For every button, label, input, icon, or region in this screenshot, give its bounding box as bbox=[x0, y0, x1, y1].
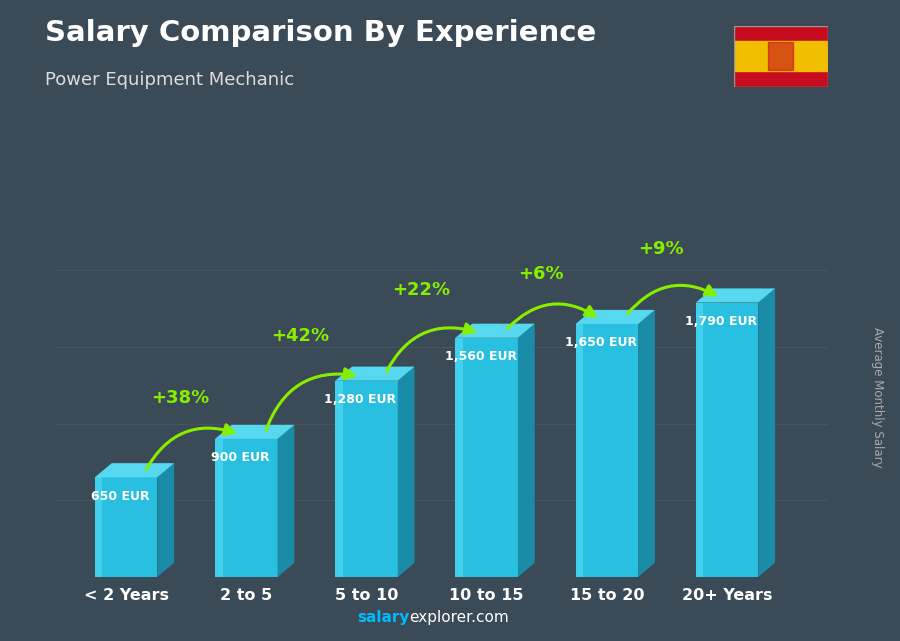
Polygon shape bbox=[277, 425, 294, 577]
Text: 650 EUR: 650 EUR bbox=[91, 490, 149, 503]
Text: +9%: +9% bbox=[638, 240, 684, 258]
Polygon shape bbox=[94, 478, 103, 577]
Polygon shape bbox=[576, 310, 655, 324]
Bar bbox=[734, 26, 828, 41]
Polygon shape bbox=[215, 439, 277, 577]
Text: Salary Comparison By Experience: Salary Comparison By Experience bbox=[45, 19, 596, 47]
Text: 1,790 EUR: 1,790 EUR bbox=[685, 315, 757, 328]
Text: explorer.com: explorer.com bbox=[410, 610, 509, 625]
Polygon shape bbox=[215, 439, 222, 577]
Text: +22%: +22% bbox=[392, 281, 450, 299]
Bar bbox=[734, 71, 828, 87]
Polygon shape bbox=[335, 367, 415, 381]
Polygon shape bbox=[455, 338, 517, 577]
Polygon shape bbox=[335, 381, 343, 577]
Polygon shape bbox=[215, 425, 294, 439]
Text: +42%: +42% bbox=[272, 328, 329, 345]
Polygon shape bbox=[576, 324, 583, 577]
Polygon shape bbox=[696, 303, 759, 577]
Polygon shape bbox=[455, 324, 535, 338]
Bar bbox=[734, 41, 828, 71]
Text: +38%: +38% bbox=[151, 388, 210, 407]
Text: 900 EUR: 900 EUR bbox=[211, 451, 270, 464]
Polygon shape bbox=[94, 463, 175, 478]
Polygon shape bbox=[455, 338, 463, 577]
Polygon shape bbox=[335, 381, 398, 577]
Polygon shape bbox=[696, 288, 775, 303]
Text: 1,650 EUR: 1,650 EUR bbox=[565, 337, 637, 349]
Polygon shape bbox=[576, 324, 638, 577]
Text: +6%: +6% bbox=[518, 265, 563, 283]
Polygon shape bbox=[518, 324, 535, 577]
Text: Power Equipment Mechanic: Power Equipment Mechanic bbox=[45, 71, 294, 88]
Text: 1,280 EUR: 1,280 EUR bbox=[324, 393, 397, 406]
Polygon shape bbox=[94, 478, 158, 577]
Text: salary: salary bbox=[357, 610, 410, 625]
Polygon shape bbox=[638, 310, 655, 577]
Text: Average Monthly Salary: Average Monthly Salary bbox=[871, 327, 884, 468]
Polygon shape bbox=[696, 303, 703, 577]
Polygon shape bbox=[158, 463, 175, 577]
Bar bbox=[768, 42, 794, 70]
Polygon shape bbox=[398, 367, 415, 577]
Polygon shape bbox=[759, 288, 775, 577]
Text: 1,560 EUR: 1,560 EUR bbox=[445, 350, 517, 363]
